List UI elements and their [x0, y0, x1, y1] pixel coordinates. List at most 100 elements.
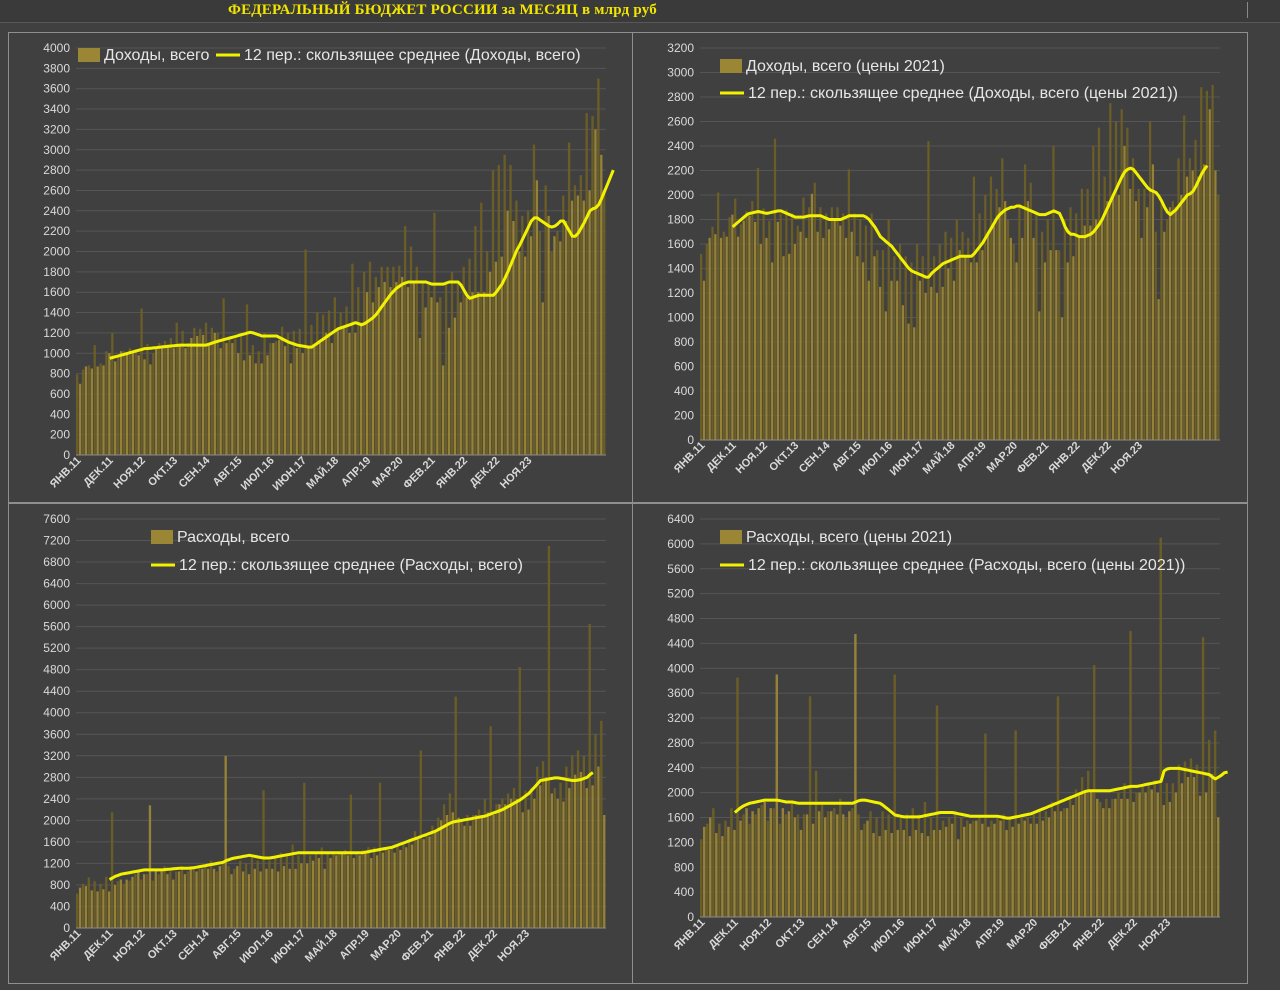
x-tick-label: НОЯ.12	[111, 928, 147, 964]
bar	[469, 825, 472, 928]
y-tick-label: 400	[674, 885, 694, 899]
y-tick-label: 5200	[43, 641, 70, 655]
bar	[950, 237, 953, 440]
bar	[576, 750, 580, 928]
chart-panel-expenses: 0 400 800 1200 1600 2000 2400 2800 3200 3600 4000 4…	[8, 503, 633, 984]
bar	[1131, 158, 1135, 440]
bar	[247, 874, 251, 928]
bar	[266, 355, 269, 455]
bar	[1001, 158, 1004, 440]
bar	[535, 180, 539, 455]
bar	[731, 214, 734, 440]
bar	[380, 266, 383, 455]
bar	[439, 297, 442, 455]
bar	[1040, 231, 1044, 440]
bar	[1177, 158, 1180, 440]
bar	[992, 225, 995, 440]
bar	[298, 328, 301, 455]
bar	[151, 880, 155, 928]
bar	[93, 345, 96, 455]
bar	[512, 788, 516, 928]
bar	[279, 852, 283, 928]
bar	[742, 220, 745, 440]
bar	[351, 263, 354, 455]
bar	[367, 847, 370, 928]
bar	[768, 220, 771, 440]
bar	[280, 326, 284, 455]
bar	[210, 327, 214, 455]
bar	[1159, 537, 1162, 917]
y-tick-label: 1200	[667, 835, 694, 849]
bar	[706, 823, 709, 917]
bar	[1103, 176, 1106, 440]
bar	[250, 858, 254, 928]
bar	[317, 858, 321, 928]
bar	[728, 217, 731, 440]
bar	[1146, 207, 1149, 440]
bar	[573, 774, 577, 928]
bar	[193, 327, 196, 455]
bar	[506, 210, 509, 455]
chart-expenses: 0 400 800 1200 1600 2000 2400 2800 3200 3600 4000 4…	[43, 512, 606, 966]
bar	[1012, 244, 1015, 440]
bar	[498, 804, 501, 928]
bar	[260, 363, 263, 455]
bar	[705, 244, 708, 440]
y-tick-label: 800	[50, 367, 70, 381]
y-tick-label: 2400	[667, 139, 694, 153]
bar	[364, 852, 367, 928]
y-tick-label: 1200	[667, 286, 694, 300]
bar	[425, 836, 428, 928]
bar	[960, 817, 963, 917]
bar	[861, 262, 865, 440]
bar	[778, 823, 782, 917]
bar	[472, 814, 475, 928]
bar	[225, 343, 228, 455]
y-tick-label: 4800	[667, 612, 694, 626]
bar	[1080, 777, 1084, 917]
bar	[844, 237, 848, 440]
bar	[142, 874, 146, 928]
bar	[506, 793, 510, 928]
bar	[568, 788, 571, 928]
bar	[759, 244, 762, 440]
bar	[995, 188, 998, 440]
bar	[553, 788, 556, 928]
bar	[256, 860, 259, 928]
bar	[201, 868, 204, 928]
y-tick-label: 3000	[667, 66, 694, 80]
bar	[1066, 262, 1069, 440]
bar	[84, 886, 88, 928]
bar	[1148, 121, 1152, 440]
y-tick-label: 2800	[43, 163, 70, 177]
moving-average-line	[109, 169, 615, 360]
moving-average-line	[731, 164, 1209, 279]
bar	[335, 855, 338, 928]
bar	[929, 817, 933, 917]
bar	[1023, 164, 1027, 440]
bar	[157, 874, 160, 928]
bar	[521, 812, 524, 928]
bar	[1055, 250, 1058, 440]
bar	[457, 817, 460, 928]
bar	[245, 304, 249, 455]
bar	[999, 820, 1002, 917]
bar	[935, 293, 939, 440]
bar	[924, 293, 927, 440]
bar	[265, 868, 268, 928]
y-tick-label: 0	[63, 921, 70, 935]
bar	[146, 344, 149, 455]
x-tick-label: МАР.20	[368, 928, 403, 963]
bar	[964, 256, 967, 440]
x-tick-label: ЯНВ.22	[1071, 917, 1107, 953]
bar	[1174, 207, 1177, 440]
bar	[1198, 795, 1202, 917]
bar	[887, 219, 890, 440]
bar	[244, 863, 248, 928]
bar	[790, 213, 794, 440]
bar	[989, 176, 993, 440]
bar	[1086, 770, 1090, 917]
bar	[383, 282, 386, 455]
bar	[1046, 219, 1049, 440]
bar	[981, 250, 984, 440]
